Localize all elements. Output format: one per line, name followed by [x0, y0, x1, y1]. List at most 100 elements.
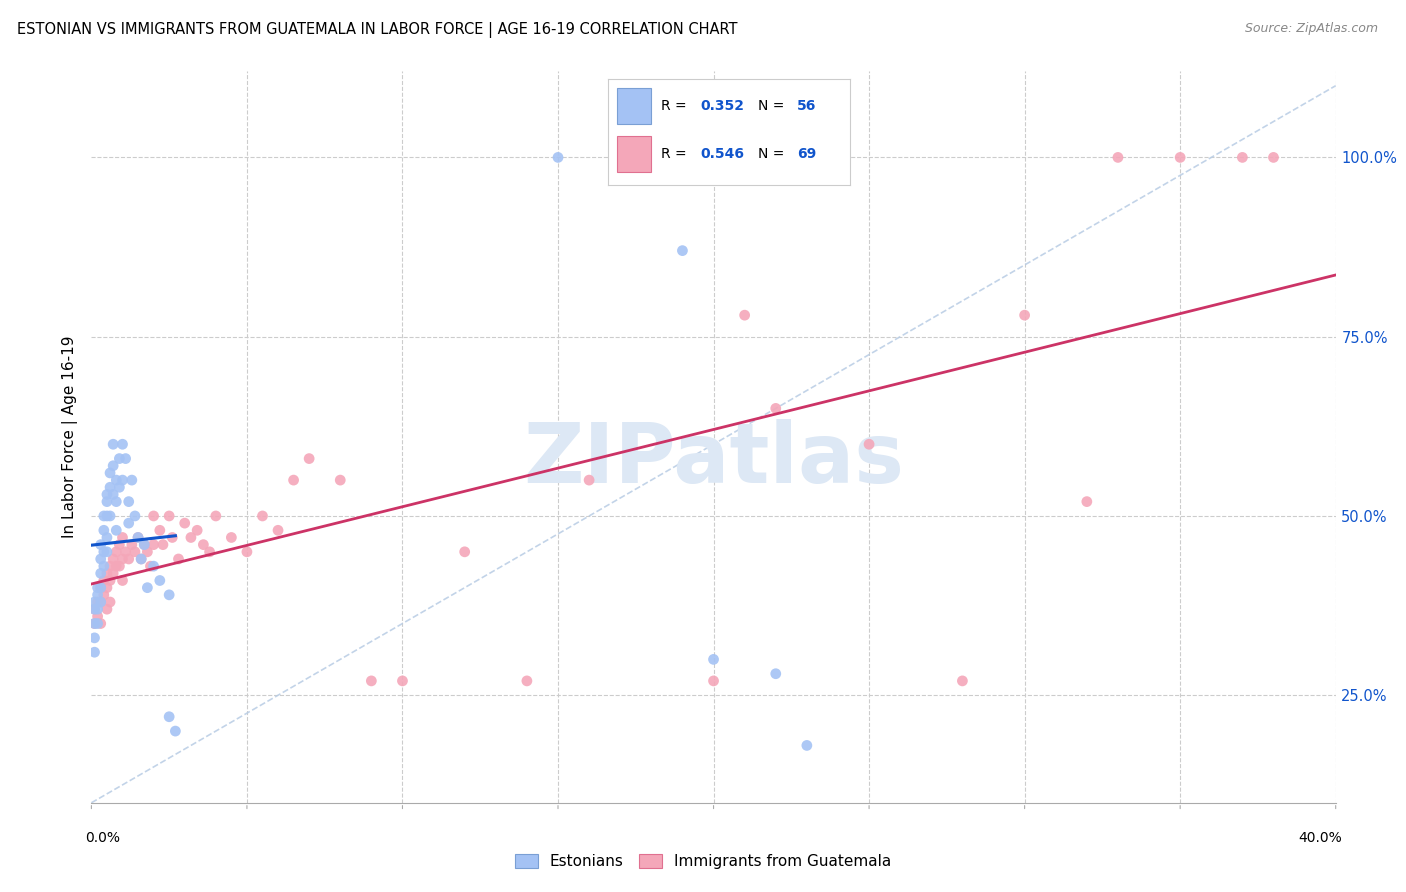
- Point: [86, 588, 108, 602]
- Point: [139, 559, 162, 574]
- Point: [98, 595, 121, 609]
- Point: [111, 531, 134, 545]
- Point: [90, 538, 112, 552]
- Point: [186, 524, 208, 538]
- Point: [124, 545, 146, 559]
- Point: [142, 508, 165, 523]
- Point: [90, 581, 112, 595]
- Point: [93, 559, 115, 574]
- Point: [734, 308, 756, 322]
- Point: [547, 150, 569, 164]
- Point: [86, 602, 108, 616]
- Point: [111, 552, 134, 566]
- Y-axis label: In Labor Force | Age 16-19: In Labor Force | Age 16-19: [62, 335, 77, 539]
- Point: [121, 538, 143, 552]
- Point: [640, 150, 662, 164]
- Point: [157, 710, 180, 724]
- Point: [90, 595, 112, 609]
- Text: ZIPatlas: ZIPatlas: [523, 418, 904, 500]
- Point: [111, 437, 134, 451]
- Point: [105, 559, 128, 574]
- Point: [101, 487, 124, 501]
- Point: [858, 437, 880, 451]
- Point: [90, 616, 112, 631]
- Point: [157, 588, 180, 602]
- Point: [90, 595, 112, 609]
- Point: [205, 508, 228, 523]
- Point: [101, 566, 124, 581]
- Point: [118, 494, 141, 508]
- Point: [118, 552, 141, 566]
- Point: [702, 652, 725, 666]
- Point: [96, 487, 118, 501]
- Point: [101, 437, 124, 451]
- Point: [90, 581, 112, 595]
- Point: [221, 531, 243, 545]
- Point: [578, 473, 600, 487]
- Point: [1232, 150, 1254, 164]
- Point: [108, 480, 131, 494]
- Point: [162, 531, 184, 545]
- Point: [765, 666, 787, 681]
- Text: ESTONIAN VS IMMIGRANTS FROM GUATEMALA IN LABOR FORCE | AGE 16-19 CORRELATION CHA: ESTONIAN VS IMMIGRANTS FROM GUATEMALA IN…: [17, 22, 737, 38]
- Point: [252, 508, 274, 523]
- Point: [198, 545, 221, 559]
- Point: [96, 566, 118, 581]
- Point: [1014, 308, 1036, 322]
- Point: [765, 401, 787, 416]
- Point: [90, 566, 112, 581]
- Point: [83, 645, 105, 659]
- Point: [236, 545, 259, 559]
- Point: [114, 451, 136, 466]
- Point: [127, 531, 149, 545]
- Text: Source: ZipAtlas.com: Source: ZipAtlas.com: [1244, 22, 1378, 36]
- Point: [796, 739, 818, 753]
- Point: [134, 538, 156, 552]
- Point: [96, 494, 118, 508]
- Text: 0.0%: 0.0%: [86, 831, 120, 846]
- Point: [129, 552, 152, 566]
- Point: [114, 545, 136, 559]
- Point: [360, 673, 382, 688]
- Point: [453, 545, 475, 559]
- Point: [950, 673, 973, 688]
- Point: [329, 473, 352, 487]
- Point: [134, 538, 156, 552]
- Point: [105, 473, 128, 487]
- Point: [108, 559, 131, 574]
- Point: [124, 508, 146, 523]
- Point: [98, 480, 121, 494]
- Point: [96, 602, 118, 616]
- Point: [93, 524, 115, 538]
- Point: [96, 581, 118, 595]
- Point: [298, 451, 321, 466]
- Point: [101, 552, 124, 566]
- Point: [86, 595, 108, 609]
- Point: [98, 559, 121, 574]
- Text: 40.0%: 40.0%: [1298, 831, 1341, 846]
- Point: [142, 538, 165, 552]
- Point: [1076, 494, 1098, 508]
- Point: [121, 473, 143, 487]
- Point: [83, 602, 105, 616]
- Point: [149, 524, 172, 538]
- Point: [93, 574, 115, 588]
- Point: [83, 631, 105, 645]
- Point: [86, 581, 108, 595]
- Point: [283, 473, 305, 487]
- Point: [96, 545, 118, 559]
- Point: [516, 673, 538, 688]
- Point: [86, 609, 108, 624]
- Point: [93, 588, 115, 602]
- Point: [129, 552, 152, 566]
- Legend: Estonians, Immigrants from Guatemala: Estonians, Immigrants from Guatemala: [509, 848, 897, 875]
- Point: [83, 616, 105, 631]
- Point: [173, 516, 195, 530]
- Point: [1107, 150, 1129, 164]
- Point: [152, 538, 174, 552]
- Point: [136, 545, 159, 559]
- Point: [111, 473, 134, 487]
- Point: [98, 508, 121, 523]
- Point: [96, 508, 118, 523]
- Point: [105, 545, 128, 559]
